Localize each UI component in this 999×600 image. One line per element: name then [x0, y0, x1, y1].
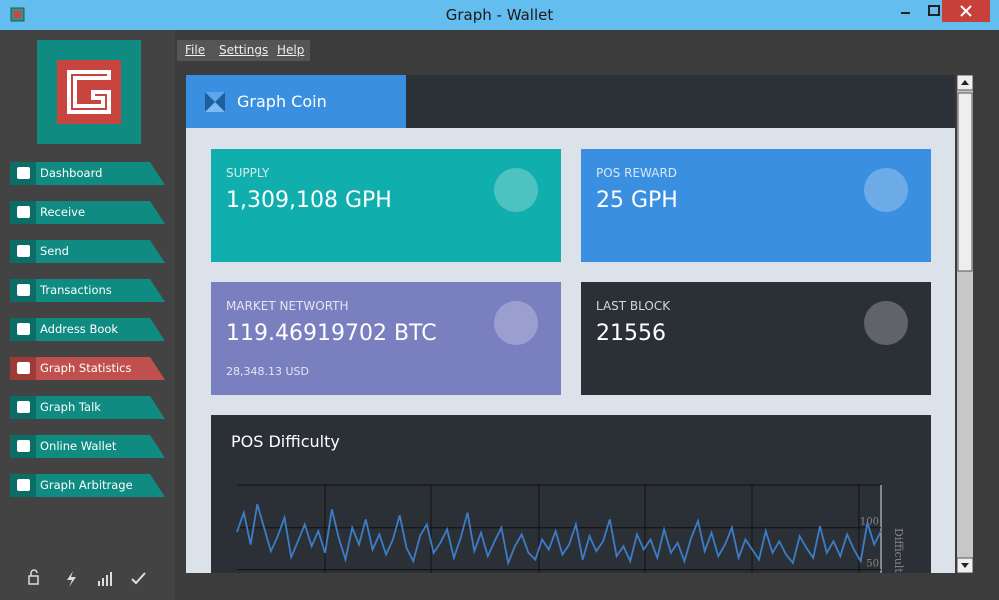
card-label: MARKET NETWORTH — [226, 299, 349, 313]
card-value: 119.46919702 BTC — [226, 321, 437, 346]
card-icon — [494, 301, 538, 345]
card-label: POS REWARD — [596, 166, 678, 180]
nav-label: Receive — [40, 205, 86, 219]
nav-item[interactable]: Address Book — [10, 318, 170, 341]
nav-label: Send — [40, 244, 69, 258]
nav-label: Address Book — [40, 322, 119, 336]
card-subvalue: 28,348.13 USD — [226, 365, 309, 378]
card-icon — [864, 168, 908, 212]
chart-title: POS Difficulty — [231, 432, 340, 451]
menu-bar: File Settings Help — [177, 40, 310, 61]
y-axis-label: Difficulty — [892, 528, 905, 573]
stat-card: SUPPLY 1,309,108 GPH — [211, 149, 561, 262]
scrollbar[interactable] — [956, 74, 974, 574]
stat-card: POS REWARD 25 GPH — [581, 149, 931, 262]
nav-item[interactable]: Online Wallet — [10, 435, 170, 458]
window-title: Graph - Wallet — [445, 6, 554, 24]
title-bar: Graph - Wallet — [0, 0, 999, 30]
nav-item[interactable]: Graph Arbitrage — [10, 474, 170, 497]
card-label: LAST BLOCK — [596, 299, 671, 313]
nav-label: Dashboard — [40, 166, 103, 180]
difficulty-line — [236, 504, 882, 567]
window-controls[interactable] — [895, 0, 999, 24]
card-value: 25 GPH — [596, 188, 678, 213]
y-tick-label: 50 — [866, 559, 879, 570]
card-icon — [864, 301, 908, 345]
nav-item[interactable]: Graph Statistics — [10, 357, 170, 380]
menu-item[interactable]: File — [185, 43, 206, 57]
app-icon — [10, 7, 25, 22]
chart-card: POS Difficulty 50 100 Difficulty — [211, 415, 931, 573]
nav-label: Online Wallet — [40, 439, 117, 453]
card-value: 1,309,108 GPH — [226, 188, 392, 213]
nav-item[interactable]: Graph Talk — [10, 396, 170, 419]
nav-label: Graph Arbitrage — [40, 478, 133, 492]
tab[interactable]: Graph Coin — [186, 75, 406, 128]
nav-item[interactable]: Dashboard — [10, 162, 170, 185]
nav-label: Graph Statistics — [40, 361, 132, 375]
stat-card: LAST BLOCK 21556 — [581, 282, 931, 395]
nav-label: Transactions — [40, 283, 112, 297]
tab-label: Graph Coin — [237, 92, 327, 111]
nav-item[interactable]: Send — [10, 240, 170, 263]
nav-item[interactable]: Receive — [10, 201, 170, 224]
nav-item[interactable]: Transactions — [10, 279, 170, 302]
card-label: SUPPLY — [226, 166, 270, 180]
difficulty-chart: 50 100 Difficulty — [236, 484, 905, 573]
logo — [37, 40, 141, 144]
card-value: 21556 — [596, 321, 666, 346]
nav-label: Graph Talk — [40, 400, 101, 414]
menu-item[interactable]: Settings — [219, 43, 269, 57]
y-tick-label: 100 — [860, 517, 879, 528]
stat-card: MARKET NETWORTH 119.46919702 BTC 28,348.13… — [211, 282, 561, 395]
status-icons — [28, 569, 146, 587]
card-icon — [494, 168, 538, 212]
menu-item[interactable]: Help — [277, 43, 305, 57]
